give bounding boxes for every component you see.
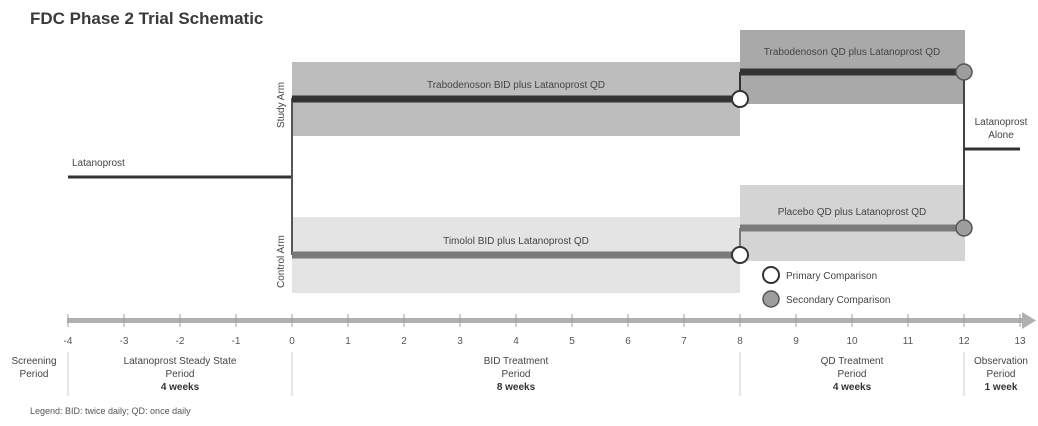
axis-tick-label: 13 bbox=[1014, 336, 1026, 347]
axis-tick-label: 0 bbox=[289, 336, 295, 347]
observation-period-line1: Observation bbox=[974, 356, 1028, 367]
study-arm-label: Study Arm bbox=[276, 82, 287, 128]
primary-comparison-legend-icon bbox=[762, 266, 780, 284]
qd-period-line2: Period bbox=[838, 369, 867, 380]
control-bid-label: Timolol BID plus Latanoprost QD bbox=[443, 236, 589, 247]
secondary-comparison-marker-control bbox=[955, 219, 973, 237]
axis-tick-label: -2 bbox=[176, 336, 185, 347]
observation-period-weeks: 1 week bbox=[985, 382, 1018, 393]
screening-period-line1: Screening bbox=[11, 356, 56, 367]
secondary-comparison-legend-label: Secondary Comparison bbox=[786, 295, 891, 306]
time-axis-arrowhead bbox=[1022, 312, 1036, 329]
bid-period-line1: BID Treatment bbox=[484, 356, 549, 367]
axis-tick-label: 1 bbox=[345, 336, 351, 347]
screening-period-line2: Period bbox=[20, 369, 49, 380]
primary-comparison-legend-label: Primary Comparison bbox=[786, 271, 877, 282]
axis-tick-label: 8 bbox=[737, 336, 743, 347]
secondary-comparison-marker-study bbox=[955, 63, 973, 81]
axis-tick-label: -4 bbox=[64, 336, 73, 347]
bid-period-weeks: 8 weeks bbox=[497, 382, 536, 393]
study-qd-label: Trabodenoson QD plus Latanoprost QD bbox=[764, 47, 940, 58]
axis-tick-label: 10 bbox=[846, 336, 858, 347]
study-bid-label: Trabodenoson BID plus Latanoprost QD bbox=[427, 80, 605, 91]
control-qd-label: Placebo QD plus Latanoprost QD bbox=[778, 207, 926, 218]
axis-tick-label: 4 bbox=[513, 336, 519, 347]
axis-tick-label: 3 bbox=[457, 336, 463, 347]
control-arm-label: Control Arm bbox=[276, 235, 287, 288]
axis-tick-label: -3 bbox=[120, 336, 129, 347]
bid-period-line2: Period bbox=[502, 369, 531, 380]
time-axis bbox=[67, 312, 1036, 329]
observation-period-line2: Period bbox=[987, 369, 1016, 380]
axis-tick-label: 6 bbox=[625, 336, 631, 347]
primary-comparison-marker-study bbox=[731, 90, 749, 108]
latanoprost-label: Latanoprost bbox=[72, 158, 125, 169]
qd-period-line1: QD Treatment bbox=[821, 356, 884, 367]
axis-tick-label: 9 bbox=[793, 336, 799, 347]
axis-tick-label: 7 bbox=[681, 336, 687, 347]
page-title: FDC Phase 2 Trial Schematic bbox=[30, 9, 263, 28]
axis-tick-label: 11 bbox=[903, 336, 914, 347]
latanoprost-alone-label-2: Alone bbox=[988, 130, 1014, 141]
control-qd-band bbox=[740, 185, 965, 261]
axis-tick-label: 2 bbox=[401, 336, 407, 347]
axis-tick-label: 12 bbox=[958, 336, 970, 347]
time-axis-ticks: -4 -3 -2 -1 0 1 2 3 4 5 6 7 8 9 10 11 12 13 bbox=[64, 314, 1026, 347]
qd-period-weeks: 4 weeks bbox=[833, 382, 872, 393]
axis-tick-label: 5 bbox=[569, 336, 575, 347]
steady-state-period-weeks: 4 weeks bbox=[161, 382, 200, 393]
time-axis-bar bbox=[67, 318, 1023, 323]
steady-state-period-line1: Latanoprost Steady State bbox=[124, 356, 237, 367]
latanoprost-alone-label-1: Latanoprost bbox=[975, 117, 1028, 128]
abbreviation-legend: Legend: BID: twice daily; QD: once daily bbox=[30, 406, 191, 416]
study-qd-band bbox=[740, 30, 965, 104]
primary-comparison-marker-control bbox=[731, 246, 749, 264]
secondary-comparison-legend-icon bbox=[762, 290, 780, 308]
steady-state-period-line2: Period bbox=[166, 369, 195, 380]
axis-tick-label: -1 bbox=[232, 336, 241, 347]
